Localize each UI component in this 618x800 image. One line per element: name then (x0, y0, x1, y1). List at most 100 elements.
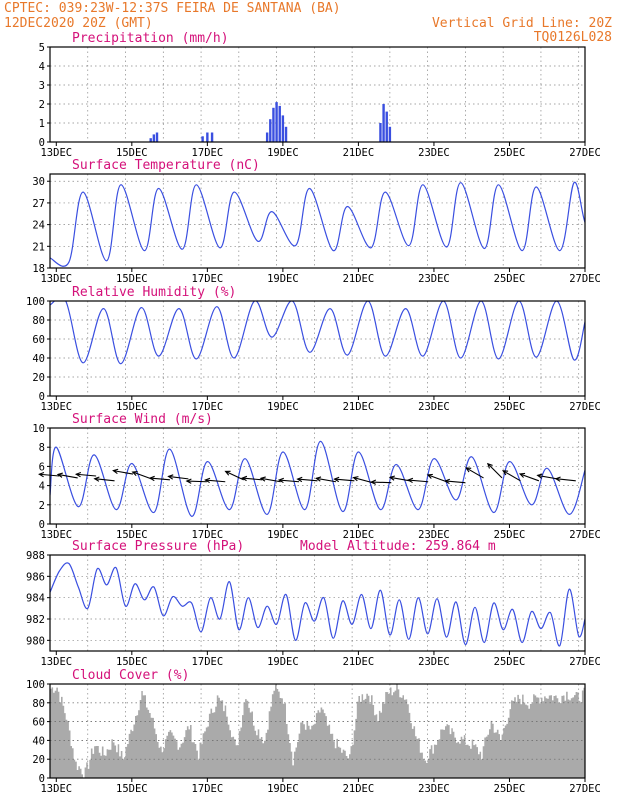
header-run-date: 12DEC2020 20Z (GMT) (4, 16, 153, 31)
wind-arrows (38, 462, 576, 485)
series-rh (50, 301, 585, 365)
panel-frame (49, 173, 586, 269)
wind-arrow-head (315, 476, 322, 482)
x-tick-label: 25DEC (494, 273, 526, 285)
x-tick-label: 17DEC (192, 401, 224, 413)
series-cloud (50, 684, 585, 778)
panel-frame (49, 46, 586, 143)
wind-arrow-head (296, 476, 303, 483)
wind-arrow-head (426, 473, 433, 479)
x-tick-label: 27DEC (569, 147, 601, 159)
x-tick-label: 17DEC (192, 273, 224, 285)
panel-frame (49, 427, 586, 525)
panel-title-temp: Surface Temperature (nC) (72, 158, 260, 173)
x-tick-label: 19DEC (267, 401, 299, 413)
wind-arrow (279, 479, 300, 483)
wind-arrow-head (93, 476, 100, 482)
x-tick-label: 17DEC (192, 783, 224, 795)
wind-arrow (555, 478, 576, 482)
header-grid-line: Vertical Grid Line: 20Z (432, 16, 612, 31)
wind-arrow-head (352, 476, 359, 482)
x-tick-label: 23DEC (418, 656, 450, 668)
wind-arrow (465, 467, 484, 479)
x-tick-label: 13DEC (40, 273, 72, 285)
wind-arrow-head (388, 475, 396, 481)
x-tick-label: 25DEC (494, 529, 526, 541)
y-tick-label: 3 (39, 80, 45, 92)
wind-arrow-head (167, 474, 174, 480)
wind-arrow (445, 480, 466, 484)
x-tick-label: 13DEC (40, 401, 72, 413)
y-tick-label: 986 (26, 571, 45, 583)
y-tick-label: 80 (32, 315, 45, 327)
y-tick-label: 988 (26, 550, 45, 562)
precip-bar (284, 126, 288, 142)
wind-arrow (502, 470, 521, 482)
y-tick-label: 20 (32, 372, 45, 384)
y-tick-label: 30 (32, 176, 45, 188)
precip-bar (281, 115, 285, 142)
wind-arrow (242, 477, 263, 481)
y-tick-label: 27 (32, 198, 45, 210)
panel-frame (49, 554, 586, 652)
x-tick-label: 21DEC (343, 529, 375, 541)
x-tick-label: 15DEC (116, 401, 148, 413)
wind-arrow-head (333, 476, 340, 483)
y-tick-label: 8 (39, 442, 45, 454)
x-tick-label: 27DEC (569, 783, 601, 795)
y-tick-label: 2 (39, 500, 45, 512)
wind-line (50, 440, 585, 517)
chart-panels: Precipitation (mm/h) 0 1 2 3 4 5 13DEC 15DEC 17DE… (26, 31, 601, 795)
x-tick-label: 21DEC (343, 401, 375, 413)
precip-bar (210, 132, 214, 142)
y-tick-label: 982 (26, 614, 45, 626)
y-tick-label: 60 (32, 717, 45, 729)
wind-arrow-head (38, 471, 45, 478)
wind-arrow-head (74, 471, 82, 478)
precip-bar (152, 134, 156, 142)
wind-arrow (94, 478, 115, 482)
y-tick-label: 4 (39, 481, 45, 493)
x-tick-label: 21DEC (343, 147, 375, 159)
wind-arrow (39, 473, 60, 477)
panel-frame (49, 683, 586, 779)
wind-arrow-head (465, 467, 472, 473)
wind-arrow-head (240, 475, 248, 482)
wind-arrow (427, 474, 447, 483)
y-tick-label: 980 (26, 635, 45, 647)
precip-bar (155, 132, 159, 142)
x-tick-label: 25DEC (494, 783, 526, 795)
y-tick-label: 10 (32, 423, 45, 435)
wind-arrow-head (277, 477, 284, 484)
series-pressure (50, 562, 585, 647)
x-tick-label: 21DEC (343, 783, 375, 795)
y-tick-label: 984 (26, 593, 45, 605)
wind-arrow (297, 478, 318, 482)
wind-arrow-head (518, 472, 526, 478)
y-tick-label: 18 (32, 263, 45, 275)
y-tick-label: 21 (32, 241, 45, 253)
wind-arrow-head (486, 462, 493, 469)
y-tick-label: 20 (32, 754, 45, 766)
x-tick-label: 19DEC (267, 529, 299, 541)
panel-cloud: Cloud Cover (%) 0 20 40 60 80 100 13DEC 15DEC 17D… (26, 668, 601, 795)
precip-bar (206, 132, 209, 142)
y-tick-label: 24 (32, 220, 45, 232)
wind-arrow (205, 479, 226, 483)
x-tick-label: 19DEC (267, 783, 299, 795)
wind-arrow (186, 480, 207, 483)
precip-bar (149, 138, 152, 142)
wind-arrow-head (536, 473, 543, 479)
x-tick-label: 23DEC (418, 273, 450, 285)
wind-arrow (132, 471, 152, 480)
wind-arrow (57, 473, 78, 479)
x-tick-label: 17DEC (192, 529, 224, 541)
temp-line (50, 182, 585, 267)
wind-arrow (408, 479, 429, 483)
wind-arrow-head (554, 476, 561, 482)
y-tick-label: 4 (39, 61, 45, 73)
precip-bar (265, 132, 269, 142)
x-tick-label: 15DEC (116, 783, 148, 795)
wind-arrow (353, 477, 373, 484)
